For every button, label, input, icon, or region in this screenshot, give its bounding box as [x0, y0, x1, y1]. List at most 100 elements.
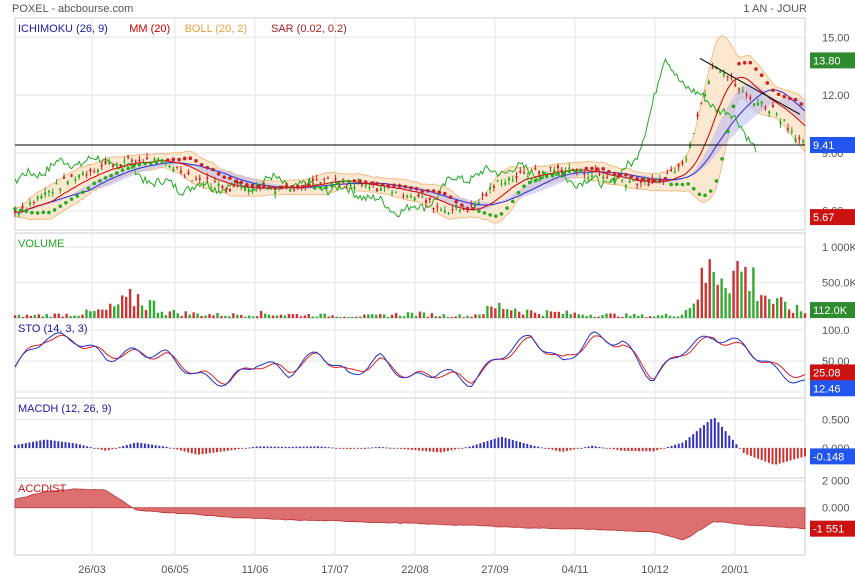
candle-body: [225, 188, 228, 191]
x-tick-label: 10/12: [641, 564, 669, 576]
volume-bar: [418, 311, 422, 318]
candle-body: [213, 181, 216, 183]
candle-body: [36, 196, 39, 200]
candle-body: [553, 169, 556, 173]
volume-bar: [573, 312, 576, 318]
candle-body: [289, 189, 292, 192]
y-tick-label: 500.0K: [822, 278, 855, 290]
macdh-bar: [537, 446, 540, 448]
sar-dot: [567, 169, 572, 174]
candle-body: [66, 181, 69, 185]
sar-dot: [98, 179, 102, 183]
candle-body: [244, 188, 247, 191]
macdh-bar: [598, 446, 601, 448]
macdh-bar: [620, 448, 623, 451]
candle-body: [293, 189, 296, 191]
candle-body: [730, 76, 733, 78]
macdh-bar: [713, 418, 716, 448]
candle-body: [300, 186, 303, 188]
volume-bar: [652, 316, 656, 318]
sar-dot: [505, 206, 509, 210]
sar-dot: [358, 179, 362, 183]
macdh-bar: [327, 447, 330, 449]
volume-bar: [124, 296, 128, 318]
badge-volume: 112.0K: [813, 305, 848, 317]
candle-body: [338, 182, 341, 184]
candle-body: [745, 94, 748, 96]
volume-bar: [716, 284, 719, 318]
sar-dot: [363, 180, 368, 184]
sar-dot: [69, 197, 74, 201]
macdh-bar: [176, 448, 179, 450]
volume-bar: [315, 316, 318, 318]
sar-dot: [437, 190, 442, 195]
sar-dot: [488, 213, 492, 217]
macdh-bar: [681, 442, 684, 448]
macdh-bar: [60, 441, 63, 448]
volume-bar: [478, 314, 481, 318]
candle-body: [304, 185, 307, 188]
macdh-bar: [753, 448, 756, 458]
macdh-bar: [154, 445, 157, 448]
volume-bar: [589, 314, 592, 318]
macdh-bar: [100, 448, 103, 450]
volume-bar: [629, 315, 632, 318]
macdh-bar: [475, 444, 478, 448]
y-tick-label: 1 000K: [822, 242, 855, 254]
candle-body: [726, 76, 729, 78]
sar-dot: [516, 190, 521, 195]
accdist-label: ACCDIST: [18, 483, 67, 495]
volume-bar: [648, 316, 652, 318]
volume-bar: [41, 316, 44, 318]
candle-body: [417, 194, 420, 197]
macdh-bar: [223, 448, 226, 452]
candle-body: [711, 67, 714, 69]
sar-dot: [18, 208, 23, 213]
sar-dot: [211, 167, 215, 172]
macdh-bar: [800, 448, 803, 458]
candle-body: [466, 211, 469, 213]
macdh-bar: [216, 448, 219, 453]
candle-body: [134, 160, 137, 162]
volume-bar: [720, 278, 723, 318]
macdh-bar: [89, 447, 92, 448]
macdh-bar: [205, 448, 208, 454]
candle-body: [364, 184, 367, 187]
sar-dot: [126, 166, 130, 171]
volume-bar: [17, 314, 21, 318]
macdh-bar: [241, 448, 244, 449]
candle-body: [428, 197, 431, 201]
macdh-bar: [724, 431, 727, 448]
candle-body: [609, 179, 612, 181]
macdh-bar: [601, 447, 604, 449]
sar-dot: [290, 184, 294, 189]
candle-body: [455, 205, 458, 209]
volume-bar: [200, 315, 203, 318]
volume-bar: [279, 314, 283, 318]
macdh-bar: [504, 437, 507, 448]
macdh-bar: [746, 448, 749, 455]
macdh-bar: [677, 443, 680, 448]
macdh-bar: [140, 443, 143, 448]
macdh-bar: [143, 443, 146, 448]
sar-dot: [482, 211, 487, 215]
macdh-bar: [457, 448, 460, 449]
sar-dot: [731, 104, 736, 109]
macdh-bar: [472, 445, 475, 448]
candle-body: [172, 168, 175, 172]
volume-bar: [732, 270, 735, 318]
macdh-bar: [396, 448, 399, 449]
volume-bar: [156, 312, 160, 318]
sar-dot: [115, 171, 119, 175]
volume-bar: [569, 314, 572, 318]
volume-bar: [275, 315, 279, 318]
volume-bar: [180, 316, 183, 318]
sar-dot: [601, 167, 606, 171]
candle-body: [787, 128, 790, 130]
macdh-bar: [374, 447, 377, 448]
volume-bar: [73, 315, 76, 318]
macdh-bar: [804, 448, 806, 457]
candle-body: [228, 188, 231, 192]
badge-sto-d-bg: [810, 364, 855, 381]
macdh-bar: [75, 443, 78, 448]
